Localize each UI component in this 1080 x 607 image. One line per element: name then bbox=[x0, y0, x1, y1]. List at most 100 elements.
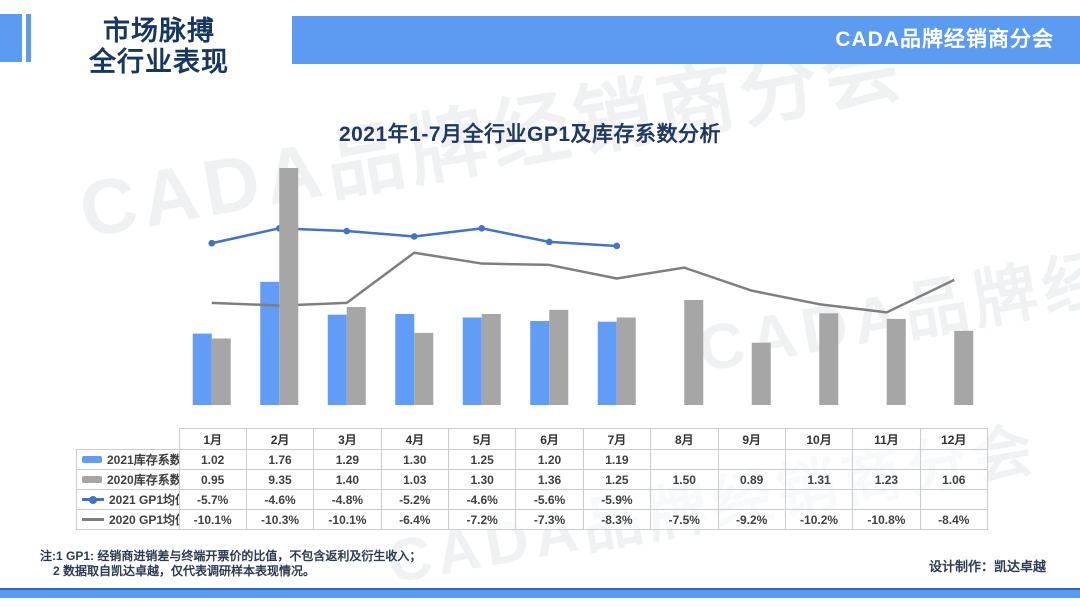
month-header-cell: 2月 bbox=[245, 428, 315, 450]
value-cell bbox=[784, 489, 854, 510]
value-cell bbox=[717, 489, 786, 510]
line-marker bbox=[208, 239, 216, 247]
value-cell: 1.06 bbox=[919, 469, 989, 490]
value-cell: -10.1% bbox=[313, 509, 382, 530]
value-cell: 1.25 bbox=[582, 469, 652, 490]
bar bbox=[462, 317, 482, 405]
bar bbox=[684, 300, 704, 405]
legend-label: 2021库存系数 bbox=[107, 453, 179, 467]
bar bbox=[954, 330, 974, 405]
line-marker bbox=[545, 238, 553, 246]
value-cell bbox=[784, 449, 854, 470]
data-table: 1月 2月 3月 4月 5月 6月 7月 8月 9月 10月 11月 12月 2021库存系数 1.02… bbox=[76, 428, 989, 530]
value-cell: 1.23 bbox=[852, 469, 921, 490]
legend-cell: 2021 GP1均值 bbox=[76, 489, 180, 510]
bar bbox=[751, 342, 771, 405]
value-cell: 1.40 bbox=[313, 469, 382, 490]
table-row: 2020 GP1均值-10.1%-10.3%-10.1%-6.4%-7.2%-7… bbox=[76, 509, 989, 530]
value-cell: 9.35 bbox=[245, 469, 315, 490]
value-cell: -4.6% bbox=[447, 489, 517, 510]
value-cell: 1.31 bbox=[784, 469, 854, 490]
line-marker bbox=[410, 233, 418, 240]
value-cell: -10.8% bbox=[852, 509, 921, 530]
bar bbox=[530, 321, 550, 405]
value-cell: 1.50 bbox=[650, 469, 719, 490]
bar bbox=[886, 318, 906, 405]
month-header-cell: 5月 bbox=[447, 428, 517, 450]
bar-series-2021 bbox=[192, 281, 617, 405]
value-cell bbox=[717, 449, 786, 470]
value-cell: -4.6% bbox=[245, 489, 315, 510]
month-header-cell: 3月 bbox=[313, 428, 382, 450]
table-header-row: 1月 2月 3月 4月 5月 6月 7月 8月 9月 10月 11月 12月 bbox=[77, 428, 989, 450]
line-path bbox=[211, 251, 955, 314]
value-cell: 1.03 bbox=[380, 469, 450, 490]
page-title-line1: 市场脉搏 bbox=[103, 16, 215, 46]
bar bbox=[414, 332, 434, 405]
page-title: 市场脉搏 全行业表现 bbox=[76, 16, 242, 78]
month-header-cell: 9月 bbox=[717, 428, 786, 450]
value-cell: -8.4% bbox=[919, 509, 989, 530]
value-cell: 1.25 bbox=[447, 449, 517, 470]
value-cell: -6.4% bbox=[380, 509, 450, 530]
bar bbox=[597, 321, 617, 405]
value-cell: -10.2% bbox=[784, 509, 854, 530]
legend-line-swatch-icon bbox=[82, 518, 104, 521]
bar bbox=[260, 281, 280, 405]
chart-data-table-wrap: 1月 2月 3月 4月 5月 6月 7月 8月 9月 10月 11月 12月 2021库存系数 1.02… bbox=[76, 428, 989, 530]
legend-bar-swatch-icon bbox=[82, 476, 102, 483]
value-cell: -4.8% bbox=[313, 489, 382, 510]
month-header-cell: 12月 bbox=[919, 428, 989, 450]
value-cell: 1.20 bbox=[515, 449, 584, 470]
value-cell: -7.2% bbox=[447, 509, 517, 530]
footnotes: 注:1 GP1: 经销商进销差与终端开票价的比值，不包含返利及衍生收入； 2 数… bbox=[40, 549, 421, 579]
bottom-accent-bar bbox=[0, 588, 1080, 598]
value-cell: 1.76 bbox=[245, 449, 315, 470]
month-header-cell: 10月 bbox=[784, 428, 854, 450]
legend-bar-swatch-icon bbox=[82, 456, 102, 463]
bar bbox=[549, 309, 569, 405]
value-cell: -10.1% bbox=[178, 509, 247, 530]
legend-label: 2020 GP1均值 bbox=[109, 513, 178, 527]
bar bbox=[211, 338, 231, 405]
data-table-body: 2021库存系数 1.02 1.76 1.29 1.30 1.25 1.20 1.19 2020… bbox=[76, 449, 989, 530]
credit-text: 设计制作：凯达卓越 bbox=[928, 559, 1046, 574]
month-header-cell: 8月 bbox=[650, 428, 719, 450]
legend-line-marker-icon bbox=[89, 495, 97, 504]
month-header-cell: 7月 bbox=[582, 428, 652, 450]
legend-cell: 2020库存系数 bbox=[76, 469, 180, 490]
value-cell bbox=[919, 489, 989, 510]
value-cell: 0.89 bbox=[717, 469, 786, 490]
value-cell: 1.30 bbox=[447, 469, 517, 490]
value-cell: -5.9% bbox=[582, 489, 652, 510]
value-cell bbox=[852, 449, 921, 470]
data-table-head: 1月 2月 3月 4月 5月 6月 7月 8月 9月 10月 11月 12月 bbox=[77, 428, 989, 450]
bar bbox=[327, 314, 347, 405]
value-cell bbox=[650, 489, 719, 510]
legend-line-swatch-icon bbox=[82, 495, 104, 504]
bar bbox=[192, 333, 212, 405]
line-marker bbox=[343, 227, 351, 235]
bar bbox=[395, 314, 415, 405]
value-cell: 1.30 bbox=[380, 449, 450, 470]
value-cell: -5.6% bbox=[515, 489, 584, 510]
value-cell: -8.3% bbox=[582, 509, 652, 530]
value-cell: -5.7% bbox=[178, 489, 247, 510]
line-series-2021-gp1 bbox=[208, 225, 621, 250]
bar bbox=[481, 314, 501, 405]
page-title-line2: 全行业表现 bbox=[89, 47, 229, 77]
footnote-line1: 注:1 GP1: 经销商进销差与终端开票价的比值，不包含返利及衍生收入； bbox=[40, 549, 422, 563]
bar bbox=[616, 317, 636, 405]
month-header-cell: 11月 bbox=[852, 428, 921, 450]
month-header-cell: 1月 bbox=[178, 428, 247, 450]
value-cell: -9.2% bbox=[717, 509, 786, 530]
table-row: 2021库存系数 1.02 1.76 1.29 1.30 1.25 1.20 1.19 bbox=[76, 449, 989, 470]
table-row: 2020库存系数 0.95 9.35 1.40 1.03 1.30 1.36 1.25 1.50… bbox=[76, 469, 989, 490]
value-cell bbox=[650, 449, 719, 470]
value-cell: 0.95 bbox=[178, 469, 247, 490]
footnote-line2: 2 数据取自凯达卓越，仅代表调研样本表现情况。 bbox=[53, 564, 316, 578]
value-cell: 1.36 bbox=[515, 469, 584, 490]
bar-series-2020 bbox=[211, 168, 974, 405]
